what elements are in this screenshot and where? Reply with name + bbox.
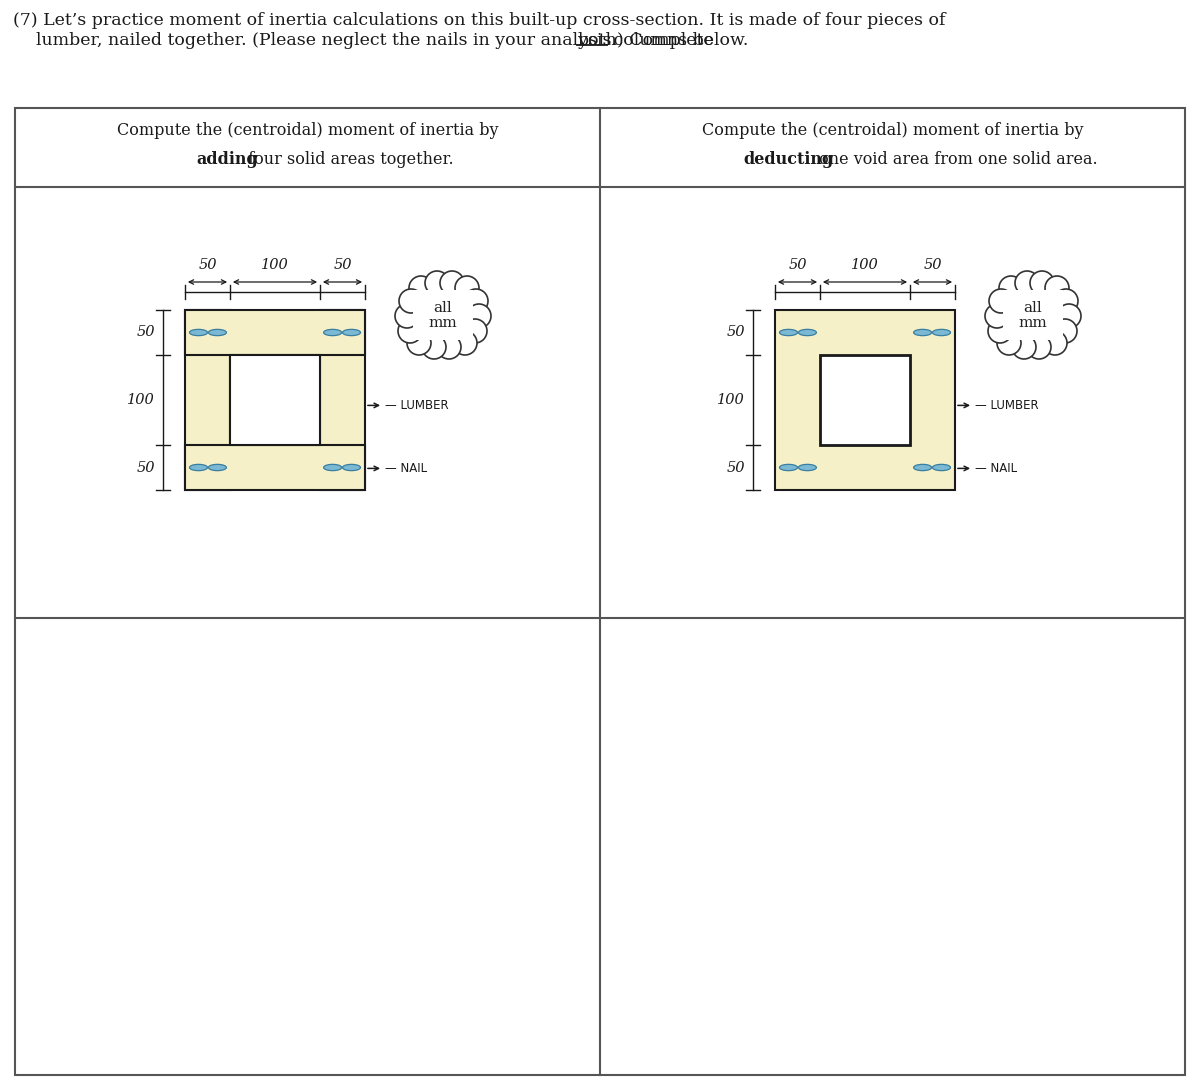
Text: 100: 100 xyxy=(127,393,155,407)
Circle shape xyxy=(437,335,461,359)
Circle shape xyxy=(395,303,419,328)
Circle shape xyxy=(422,335,446,359)
Circle shape xyxy=(1027,335,1051,359)
Circle shape xyxy=(407,330,431,355)
Bar xyxy=(320,310,365,490)
Ellipse shape xyxy=(342,464,360,471)
Text: 50: 50 xyxy=(788,258,806,272)
Bar xyxy=(413,291,473,340)
Ellipse shape xyxy=(342,329,360,336)
Text: 100: 100 xyxy=(851,258,878,272)
Bar xyxy=(14,108,1186,1075)
Bar xyxy=(185,310,230,490)
Text: 50: 50 xyxy=(137,325,155,339)
Ellipse shape xyxy=(932,329,950,336)
Text: — NAIL: — NAIL xyxy=(385,462,427,475)
Ellipse shape xyxy=(780,329,798,336)
Bar xyxy=(1003,291,1063,340)
Circle shape xyxy=(1045,276,1069,300)
Ellipse shape xyxy=(209,329,227,336)
Text: lumber, nailed together. (Please neglect the nails in your analysis.) Complete: lumber, nailed together. (Please neglect… xyxy=(36,32,719,49)
Bar xyxy=(185,445,365,490)
Circle shape xyxy=(988,319,1012,343)
Circle shape xyxy=(1054,319,1078,343)
Text: both: both xyxy=(577,32,617,49)
Circle shape xyxy=(1054,289,1078,313)
Circle shape xyxy=(440,271,464,295)
Ellipse shape xyxy=(209,464,227,471)
Text: all: all xyxy=(433,301,452,315)
Text: columns below.: columns below. xyxy=(608,32,749,49)
Circle shape xyxy=(398,289,424,313)
Ellipse shape xyxy=(798,329,816,336)
Circle shape xyxy=(398,319,422,343)
Circle shape xyxy=(409,276,433,300)
Text: all: all xyxy=(1024,301,1043,315)
Text: mm: mm xyxy=(428,316,457,330)
Circle shape xyxy=(985,303,1009,328)
Circle shape xyxy=(1043,330,1067,355)
Circle shape xyxy=(997,330,1021,355)
Text: 50: 50 xyxy=(137,460,155,474)
Ellipse shape xyxy=(913,464,931,471)
Text: — NAIL: — NAIL xyxy=(974,462,1018,475)
Text: adding: adding xyxy=(197,151,258,167)
Circle shape xyxy=(1015,271,1039,295)
Ellipse shape xyxy=(780,464,798,471)
Circle shape xyxy=(1030,271,1054,295)
Text: deducting: deducting xyxy=(744,151,834,167)
Text: Compute the (centroidal) moment of inertia by: Compute the (centroidal) moment of inert… xyxy=(116,122,498,138)
Circle shape xyxy=(454,330,478,355)
Ellipse shape xyxy=(932,464,950,471)
Text: 50: 50 xyxy=(726,460,745,474)
Circle shape xyxy=(455,276,479,300)
Bar xyxy=(230,355,320,445)
Circle shape xyxy=(463,319,487,343)
Circle shape xyxy=(998,276,1022,300)
Bar xyxy=(185,310,365,355)
Ellipse shape xyxy=(798,464,816,471)
Ellipse shape xyxy=(190,464,208,471)
Bar xyxy=(775,310,955,490)
Circle shape xyxy=(425,271,449,295)
Text: — LUMBER: — LUMBER xyxy=(974,399,1039,411)
Circle shape xyxy=(989,289,1013,313)
Text: — LUMBER: — LUMBER xyxy=(385,399,449,411)
Bar xyxy=(820,355,910,445)
Text: 50: 50 xyxy=(923,258,942,272)
Circle shape xyxy=(1012,335,1036,359)
Text: 50: 50 xyxy=(726,325,745,339)
Ellipse shape xyxy=(324,329,342,336)
Text: four solid areas together.: four solid areas together. xyxy=(244,151,454,167)
Text: one void area from one solid area.: one void area from one solid area. xyxy=(814,151,1098,167)
Text: (7) Let’s practice moment of inertia calculations on this built-up cross-section: (7) Let’s practice moment of inertia cal… xyxy=(13,12,946,29)
Ellipse shape xyxy=(324,464,342,471)
Circle shape xyxy=(1057,303,1081,328)
Ellipse shape xyxy=(190,329,208,336)
Circle shape xyxy=(464,289,488,313)
Text: 50: 50 xyxy=(198,258,217,272)
Ellipse shape xyxy=(913,329,931,336)
Text: 100: 100 xyxy=(262,258,289,272)
Text: 100: 100 xyxy=(718,393,745,407)
Text: Compute the (centroidal) moment of inertia by: Compute the (centroidal) moment of inert… xyxy=(702,122,1084,138)
Text: 50: 50 xyxy=(334,258,352,272)
Circle shape xyxy=(467,303,491,328)
Text: mm: mm xyxy=(1019,316,1048,330)
